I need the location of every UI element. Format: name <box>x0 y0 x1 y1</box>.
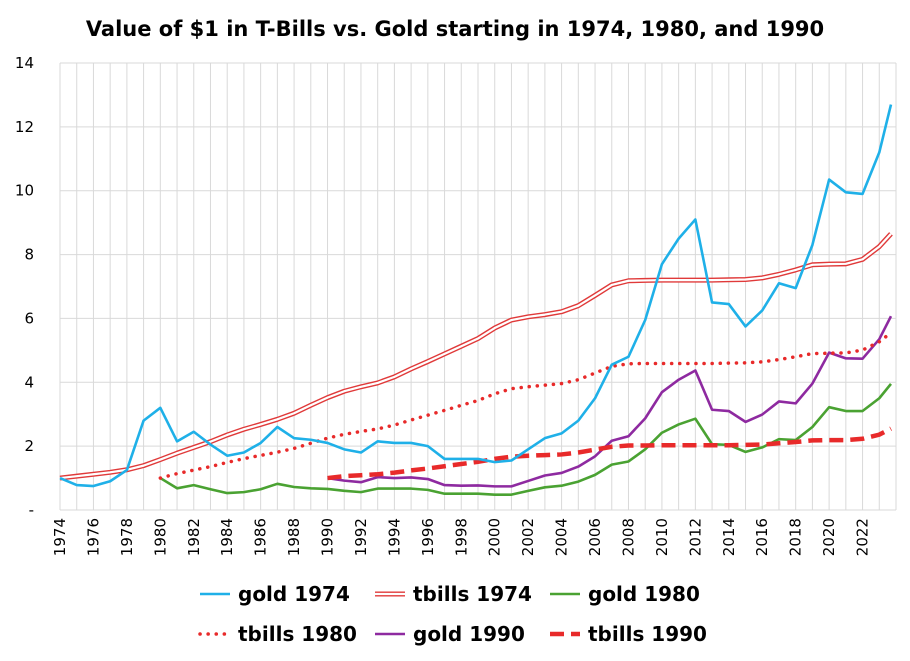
legend-label-gold-1990: gold 1990 <box>413 622 525 646</box>
x-tick-label: 2010 <box>653 518 671 556</box>
x-tick-label: 2022 <box>854 518 872 556</box>
axes: - 2 4 6 8 10 12 14 1974 1976 1978 1980 1982 1984 1986 1… <box>15 54 872 556</box>
series-lines <box>59 104 893 496</box>
y-tick-label: 10 <box>15 182 34 200</box>
x-tick-label: 2008 <box>619 518 637 556</box>
y-tick-label: 8 <box>24 246 34 264</box>
legend-label-tbills-1990: tbills 1990 <box>588 622 707 646</box>
x-tick-label: 1992 <box>352 518 370 556</box>
series-line-gold-1990 <box>327 315 893 488</box>
legend-label-tbills-1974: tbills 1974 <box>413 582 532 606</box>
series-line-tbills-1974-outer <box>59 232 893 481</box>
legend-label-gold-1980: gold 1980 <box>588 582 700 606</box>
y-tick-label: 12 <box>15 118 34 136</box>
y-tick-label: 2 <box>24 437 34 455</box>
series-line-tbills-1974-inner <box>59 233 892 480</box>
x-tick-label: 1984 <box>218 518 236 556</box>
y-tick-label: 6 <box>24 309 34 327</box>
x-tick-label: 1974 <box>51 518 69 556</box>
x-tick-label: 2006 <box>586 518 604 556</box>
x-tick-label: 2012 <box>686 518 704 556</box>
x-tick-label: 1982 <box>185 518 203 556</box>
x-tick-label: 1998 <box>452 518 470 556</box>
x-tick-label: 2004 <box>553 518 571 556</box>
x-tick-label: 1976 <box>84 518 102 556</box>
legend: gold 1974 tbills 1974 gold 1980 tbills 1980… <box>198 582 707 646</box>
x-tick-label: 2014 <box>720 518 738 556</box>
grid <box>59 62 897 511</box>
y-tick-label: 14 <box>15 54 34 72</box>
x-tick-label: 1988 <box>285 518 303 556</box>
x-tick-label: 1990 <box>319 518 337 556</box>
legend-label-tbills-1980: tbills 1980 <box>238 622 357 646</box>
chart-title: Value of $1 in T-Bills vs. Gold starting… <box>86 17 824 41</box>
x-tick-label: 1978 <box>118 518 136 556</box>
x-tick-label: 2000 <box>486 518 504 556</box>
legend-label-gold-1974: gold 1974 <box>238 582 350 606</box>
y-tick-label: 4 <box>24 373 34 391</box>
x-tick-label: 1986 <box>252 518 270 556</box>
x-tick-label: 1994 <box>385 518 403 556</box>
series-line-tbills-1990 <box>327 426 893 481</box>
series-line-tbills-1980 <box>158 331 893 480</box>
x-tick-label: 2020 <box>820 518 838 556</box>
x-tick-label: 2018 <box>787 518 805 556</box>
x-tick-label: 1996 <box>419 518 437 556</box>
x-tick-label: 2002 <box>519 518 537 556</box>
y-tick-label: - <box>29 501 34 519</box>
series-line-gold-1974 <box>59 104 893 488</box>
x-tick-label: 2016 <box>753 518 771 556</box>
x-tick-label: 1980 <box>151 518 169 556</box>
